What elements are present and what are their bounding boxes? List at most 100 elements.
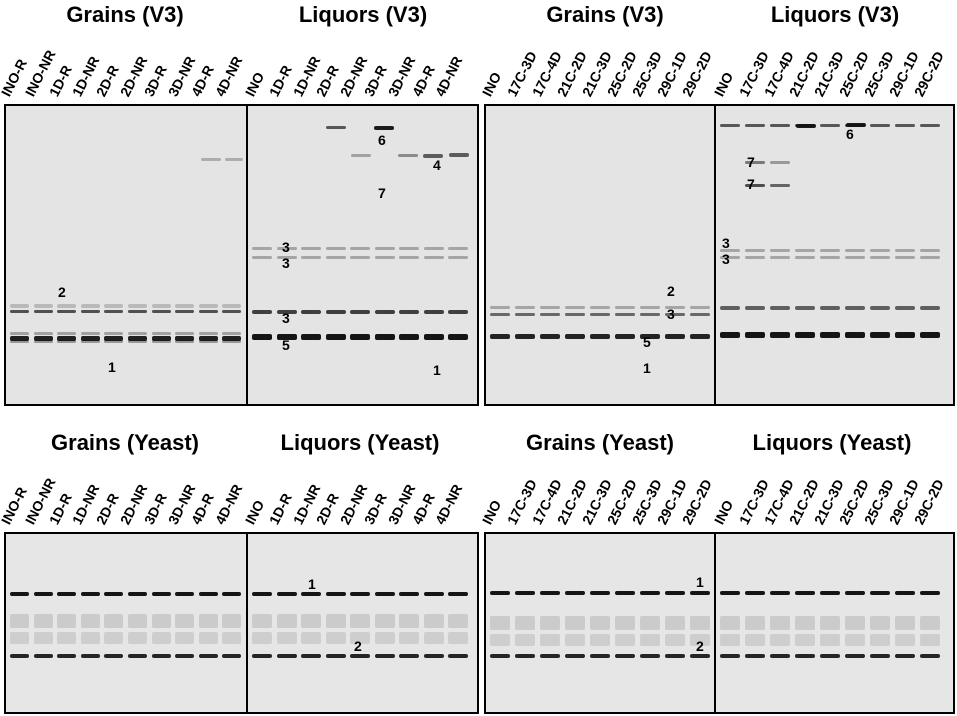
gel-band — [198, 614, 218, 628]
gel-band — [665, 334, 685, 339]
gel-band — [795, 249, 815, 252]
gel-band — [399, 632, 419, 644]
gel-band — [745, 616, 765, 630]
gel-band — [720, 591, 740, 595]
gel-band — [490, 313, 510, 316]
gel-band — [198, 592, 218, 596]
gel-band — [80, 310, 100, 313]
gel-band — [565, 334, 585, 339]
gel-band — [665, 313, 685, 316]
gel-band — [104, 592, 124, 596]
gel-band — [276, 632, 297, 644]
gel-band — [665, 654, 685, 658]
panel-title-grains-yeast-left: Grains (Yeast) — [51, 430, 199, 455]
gel-band — [374, 334, 395, 340]
gel-band — [325, 614, 346, 628]
gel-band — [895, 249, 915, 252]
gel-band — [128, 592, 147, 596]
band-label-5: 5 — [282, 337, 290, 353]
gel-band — [33, 336, 53, 341]
gel-band — [770, 591, 790, 595]
gel-band — [325, 632, 346, 644]
gel-band — [565, 654, 585, 658]
gel-band — [515, 654, 535, 658]
gel-band — [490, 334, 510, 339]
gel-band — [448, 247, 468, 250]
panel-title-grains-yeast-right: Grains (Yeast) — [526, 430, 674, 455]
gel-band — [720, 124, 740, 127]
gel-band — [423, 592, 444, 596]
gel-band — [222, 332, 242, 335]
gel-band — [57, 336, 77, 341]
gel-band — [80, 340, 100, 343]
gel-band — [845, 332, 865, 338]
band-label-2: 2 — [667, 283, 675, 299]
gel-band — [795, 306, 815, 310]
gel-band — [870, 124, 890, 127]
gel-band — [846, 123, 866, 127]
gel-band — [398, 154, 418, 157]
gel-band — [615, 616, 635, 630]
gel-band — [720, 256, 740, 259]
gel-band — [104, 340, 124, 343]
gel-band — [796, 124, 816, 128]
panel-title-liquors-v3-right: Liquors (V3) — [770, 2, 900, 27]
gel-band — [540, 306, 560, 309]
gel-band — [615, 306, 635, 309]
gel-band — [104, 304, 124, 308]
panel-divider — [246, 534, 248, 712]
gel-band — [222, 304, 242, 308]
gel-band — [151, 310, 171, 313]
gel-band — [515, 306, 535, 309]
gel-band — [104, 614, 124, 628]
gel-band — [151, 654, 171, 658]
gel-band — [33, 332, 53, 335]
gel-band — [745, 591, 765, 595]
gel-band — [795, 634, 815, 646]
band-label-3: 3 — [282, 239, 290, 255]
gel-band — [770, 249, 790, 252]
gel-band — [222, 336, 242, 341]
gel-band — [301, 654, 321, 658]
gel-band — [350, 614, 370, 628]
gel-band — [640, 306, 660, 309]
gel-band — [615, 313, 635, 316]
gel-band — [770, 332, 790, 338]
gel-band — [57, 654, 77, 658]
gel-band — [515, 334, 535, 339]
lane-label: INO — [478, 497, 505, 527]
gel-band — [326, 126, 346, 129]
gel-image-top-left — [4, 104, 479, 406]
gel-band — [301, 614, 321, 628]
gel-band — [845, 654, 865, 658]
gel-band — [33, 592, 53, 596]
gel-band — [252, 654, 272, 658]
gel-band — [920, 256, 940, 259]
gel-band — [399, 310, 419, 314]
gel-band — [540, 591, 560, 595]
gel-band — [615, 591, 635, 595]
gel-band — [276, 334, 297, 340]
gel-band — [448, 334, 468, 340]
gel-band — [640, 334, 660, 339]
gel-band — [540, 634, 560, 646]
gel-band — [33, 340, 53, 343]
gel-band — [615, 654, 635, 658]
gel-band — [301, 310, 321, 314]
gel-band — [104, 654, 124, 658]
gel-band — [423, 256, 444, 259]
band-label-3: 3 — [667, 306, 675, 322]
gel-band — [423, 247, 444, 250]
gel-image-bottom-right — [484, 532, 955, 714]
gel-band — [301, 247, 321, 250]
gel-band — [920, 249, 940, 252]
gel-band — [690, 616, 710, 630]
gel-band — [820, 306, 840, 310]
gel-band — [870, 616, 890, 630]
gel-band — [820, 124, 840, 127]
gel-band — [222, 654, 242, 658]
gel-band — [252, 614, 272, 628]
gel-band — [276, 247, 297, 250]
gel-band — [540, 616, 560, 630]
gel-band — [175, 632, 195, 644]
